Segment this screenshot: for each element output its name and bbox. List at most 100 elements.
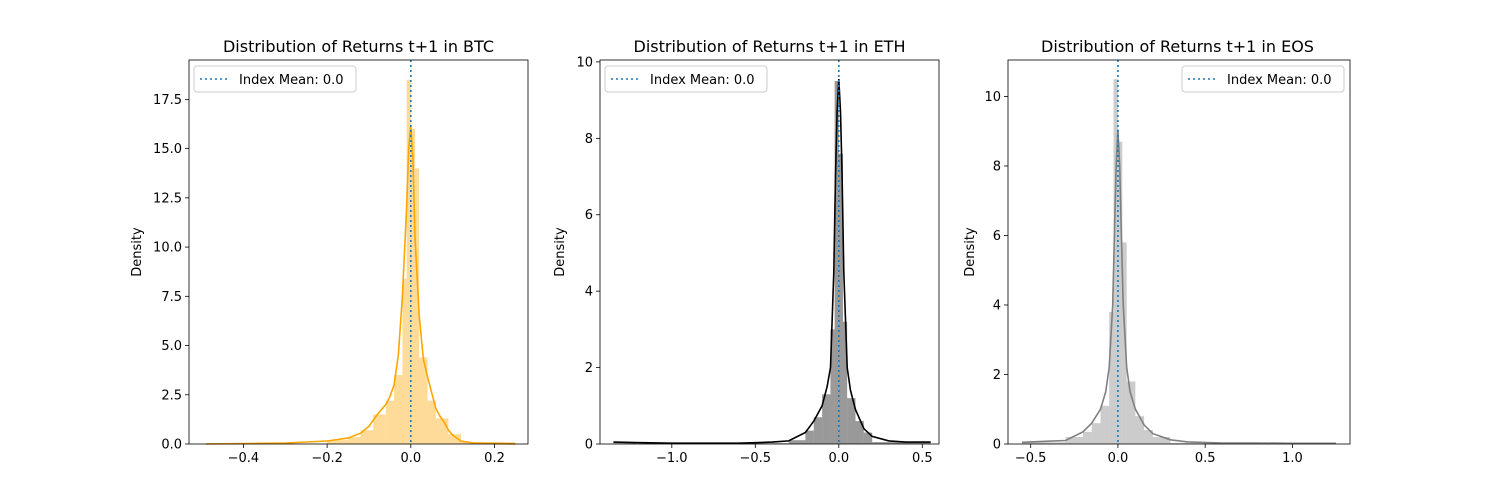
y-tick-label: 17.5 <box>153 93 182 108</box>
histogram-bar <box>863 432 873 444</box>
histogram-bar <box>822 394 831 444</box>
x-tick-label: −0.4 <box>228 451 260 466</box>
histogram-bar <box>406 79 411 444</box>
bars-eth <box>613 81 931 444</box>
legend-label-eos: Index Mean: 0.0 <box>1227 73 1332 88</box>
y-tick-label: 6 <box>993 229 1001 244</box>
y-tick-label: 0 <box>585 438 593 453</box>
x-tick-label: 0.0 <box>828 451 849 466</box>
histogram-bar <box>373 414 386 444</box>
y-tick-label: 6 <box>585 208 593 223</box>
y-tick-label: 8 <box>585 132 593 147</box>
histogram-bar <box>855 421 864 444</box>
x-axis-eos: −0.5 0.0 0.5 1.0 <box>1015 444 1303 466</box>
chart-title-eos: Distribution of Returns t+1 in EOS <box>1041 37 1314 56</box>
histogram-bar <box>1109 311 1114 444</box>
x-tick-label: 1.0 <box>1282 451 1303 466</box>
histogram-bar <box>1091 423 1101 444</box>
x-tick-label: 0.2 <box>484 451 505 466</box>
histogram-bar <box>830 329 835 444</box>
legend-label-eth: Index Mean: 0.0 <box>650 73 755 88</box>
histogram-bar <box>410 128 415 444</box>
y-tick-label: 5.0 <box>161 339 182 354</box>
legend-label-btc: Index Mean: 0.0 <box>239 73 344 88</box>
x-tick-label: 0.0 <box>400 451 421 466</box>
y-tick-label: 10 <box>576 55 593 70</box>
bars-btc <box>205 79 516 445</box>
y-tick-label: 4 <box>993 298 1001 313</box>
histogram-bar <box>872 442 931 444</box>
plot-frame-eos <box>1007 59 1351 445</box>
histogram-bar <box>847 398 856 444</box>
y-tick-label: 12.5 <box>153 191 182 206</box>
legend-box-eos <box>1181 65 1345 93</box>
histogram-bar <box>402 278 407 444</box>
histogram-bar <box>419 357 428 444</box>
y-tick-label: 10.0 <box>153 241 182 256</box>
panel-btc: Distribution of Returns t+1 in BTC −0.4−… <box>130 37 529 466</box>
y-axis-label-eos: Density <box>963 227 978 277</box>
histogram-bar <box>1100 405 1110 444</box>
histogram-bar <box>842 321 848 444</box>
y-axis-btc: 0.0 2.5 5.0 7.5 10.0 12.5 15.0 17.5 <box>153 93 189 453</box>
histogram-bar <box>427 400 436 444</box>
kde-line-btc <box>205 124 516 445</box>
histogram-bar <box>805 430 814 444</box>
histogram-bar <box>327 440 349 444</box>
histogram-bar <box>360 430 374 444</box>
chart-title-eth: Distribution of Returns t+1 in ETH <box>634 37 906 56</box>
histogram-bar <box>448 434 462 444</box>
y-tick-label: 2 <box>993 368 1001 383</box>
chart-title-btc: Distribution of Returns t+1 in BTC <box>223 37 494 56</box>
legend-btc: Index Mean: 0.0 <box>193 65 357 93</box>
panel-eth: Distribution of Returns t+1 in ETH −1.0−… <box>553 37 940 466</box>
histogram-bar <box>813 417 823 444</box>
legend-box-eth <box>604 65 768 93</box>
histogram-bar <box>1113 79 1118 444</box>
y-tick-label: 0.0 <box>161 438 182 453</box>
y-tick-label: 0 <box>993 438 1001 453</box>
x-tick-label: 0.5 <box>912 451 933 466</box>
legend-box-btc <box>193 65 357 93</box>
x-tick-label: −0.5 <box>1015 451 1047 466</box>
histogram-bar <box>394 375 403 444</box>
y-tick-label: 10 <box>984 90 1001 105</box>
kde-line-eth <box>613 79 931 444</box>
panel-eos: Distribution of Returns t+1 in EOS −0.5 0… <box>963 37 1351 466</box>
x-tick-label: 0.0 <box>1108 451 1129 466</box>
y-tick-label: 2 <box>585 361 593 376</box>
x-tick-label: −0.5 <box>740 451 772 466</box>
kde-line-eos <box>1021 129 1336 445</box>
histogram-bar <box>435 418 449 444</box>
y-axis-label-btc: Density <box>130 227 145 277</box>
x-axis-btc: −0.4 −0.2 0.0 0.2 <box>228 444 505 466</box>
histogram-bar <box>415 168 420 445</box>
y-axis-eth: 0 2 4 6 8 10 <box>576 55 600 453</box>
histogram-bar <box>838 153 843 444</box>
x-tick-label: 0.5 <box>1195 451 1216 466</box>
histogram-bar <box>1126 381 1136 444</box>
y-tick-label: 8 <box>993 159 1001 174</box>
y-tick-label: 15.0 <box>153 142 182 157</box>
histogram-bar <box>1065 437 1084 444</box>
x-axis-eth: −1.0 −0.5 0.0 0.5 <box>656 444 933 466</box>
x-tick-label: −0.2 <box>311 451 343 466</box>
histogram-bar <box>385 400 395 444</box>
histogram-bar <box>1083 431 1092 444</box>
histogram-bar <box>1117 141 1123 444</box>
y-tick-label: 2.5 <box>161 388 182 403</box>
histogram-bar <box>1021 442 1066 444</box>
legend-eth: Index Mean: 0.0 <box>604 65 768 93</box>
histogram-bar <box>348 437 361 444</box>
y-axis-eos: 0 2 4 6 8 10 <box>984 90 1008 453</box>
plot-frame-eth <box>599 59 940 445</box>
plot-frame-btc <box>188 59 529 445</box>
histogram-bar <box>834 81 839 444</box>
histogram-bar <box>1144 430 1153 444</box>
histogram-bar <box>1122 242 1127 444</box>
histogram-bar <box>1152 437 1171 444</box>
legend-eos: Index Mean: 0.0 <box>1181 65 1345 93</box>
y-tick-label: 4 <box>585 285 593 300</box>
y-axis-label-eth: Density <box>553 227 568 277</box>
